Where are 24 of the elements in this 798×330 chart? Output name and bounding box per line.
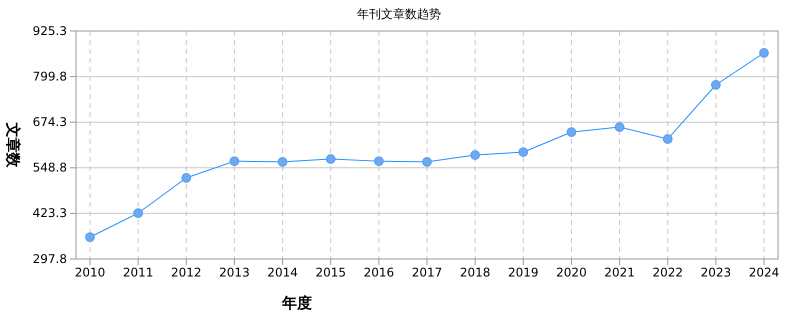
- x-tick-label: 2015: [315, 266, 346, 280]
- x-tick-label: 2024: [748, 266, 780, 280]
- y-tick-label: 799.8: [32, 69, 67, 84]
- x-tick-label: 2011: [122, 266, 154, 280]
- y-tick-label: 925.3: [32, 24, 67, 38]
- x-axis-title: 年度: [281, 294, 312, 312]
- x-tick-label: 2012: [171, 266, 202, 280]
- x-tick-label: 2019: [508, 266, 539, 280]
- y-tick-label: 548.8: [32, 160, 67, 175]
- x-tick-label: 2013: [219, 266, 250, 280]
- x-tick-label: 2016: [364, 266, 394, 280]
- x-tick-label: 2018: [460, 266, 490, 280]
- x-tick-label: 2017: [412, 266, 442, 280]
- x-tick-label: 2023: [700, 266, 732, 280]
- y-axis-title: 文章数: [4, 122, 22, 168]
- x-tick-label: 2010: [74, 266, 106, 280]
- chart-title: 年刊文章数趋势: [357, 7, 441, 21]
- x-tick-label: 2021: [604, 266, 635, 280]
- x-tick-label: 2022: [652, 266, 683, 280]
- x-tick-label: 2020: [556, 266, 587, 280]
- y-tick-label: 423.3: [32, 206, 67, 220]
- y-tick-label: 297.8: [32, 252, 67, 266]
- y-tick-label: 674.3: [32, 115, 67, 130]
- x-tick-label: 2014: [267, 266, 298, 280]
